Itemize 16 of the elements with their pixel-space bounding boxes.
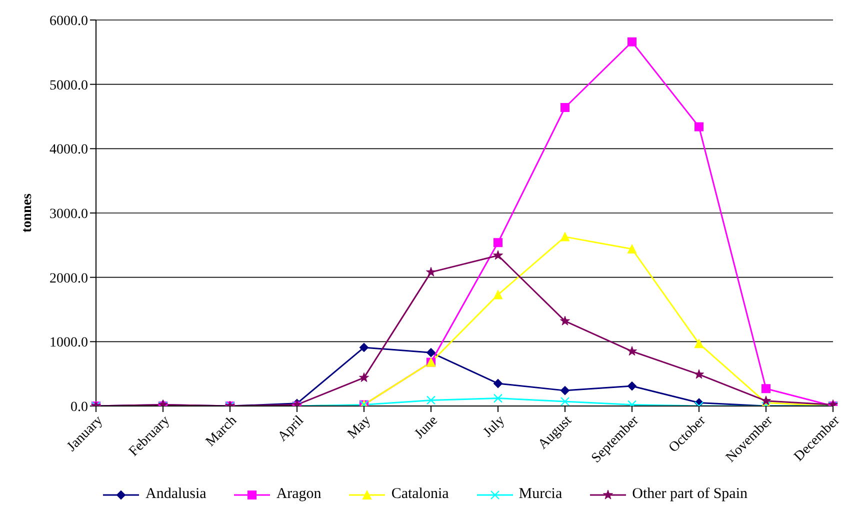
y-tick-label: 6000.0 (50, 14, 88, 29)
legend-label: Murcia (518, 486, 562, 503)
x-tick-label: May (345, 413, 374, 442)
legend-label: Catalonia (390, 486, 449, 503)
x-tick-label: July (480, 413, 508, 440)
y-tick-label: 0.0 (70, 400, 88, 415)
legend-label: Other part of Spain (631, 486, 748, 503)
legend-label: Andalusia (144, 486, 206, 503)
y-tick-label: 3000.0 (50, 206, 88, 222)
y-tick-label: 4000.0 (50, 142, 88, 158)
legend-label: Aragon (275, 486, 322, 503)
y-axis-title: tonnes (20, 193, 35, 232)
y-tick-label: 2000.0 (50, 271, 88, 286)
y-tick-label: 5000.0 (50, 78, 88, 94)
x-tick-label: June (412, 413, 441, 442)
y-tick-label: 1000.0 (50, 336, 88, 351)
